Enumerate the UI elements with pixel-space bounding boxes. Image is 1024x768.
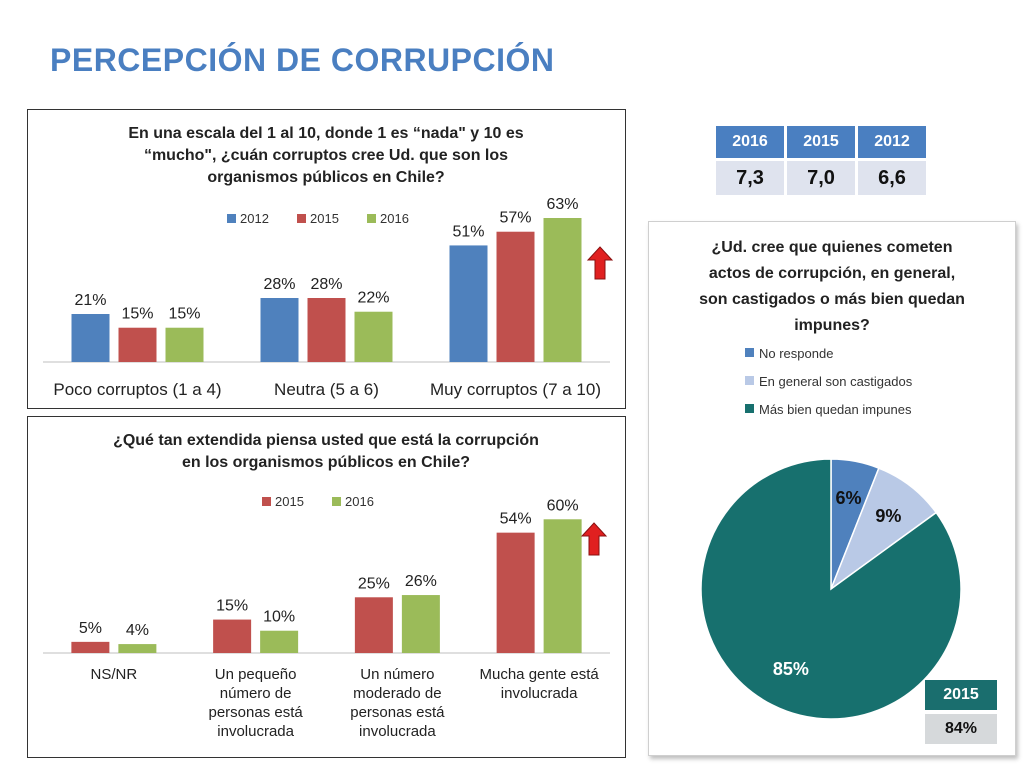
bar-chart-corruption-scale-svg: En una escala del 1 al 10, donde 1 es “n… xyxy=(43,125,614,399)
pie-data-label-0: 6% xyxy=(836,488,862,508)
chart2-up-arrow-icon xyxy=(580,522,608,556)
pie-title-line: ¿Ud. cree que quienes cometen xyxy=(712,239,953,256)
chart2-data-label-2015-3: 54% xyxy=(500,511,532,528)
chart1-bar-2016-0 xyxy=(165,327,204,362)
chart1-title-line: En una escala del 1 al 10, donde 1 es “n… xyxy=(128,125,523,142)
chart1-data-label-2015-0: 15% xyxy=(121,306,153,323)
chart1-data-label-2012-2: 51% xyxy=(452,223,484,240)
score-table: 2016 2015 2012 7,3 7,0 6,6 xyxy=(713,123,929,198)
chart2-data-label-2015-1: 15% xyxy=(216,598,248,615)
score-header-2012: 2012 xyxy=(858,126,926,158)
chart2-category-label-2: involucrada xyxy=(359,723,436,740)
score-value-2016: 7,3 xyxy=(716,161,784,195)
page-title: PERCEPCIÓN DE CORRUPCIÓN xyxy=(50,42,555,78)
pie-data-label-2: 85% xyxy=(773,659,809,679)
pie-chart-impunity: ¿Ud. cree que quienes cometen actos de co… xyxy=(648,221,1016,756)
chart1-data-label-2016-2: 63% xyxy=(546,196,578,213)
chart1-legend-label-2016: 2016 xyxy=(380,211,409,226)
chart2-bar-2015-1 xyxy=(213,619,252,653)
chart2-data-label-2015-0: 5% xyxy=(79,620,102,637)
chart2-title-line: ¿Qué tan extendida piensa usted que está… xyxy=(113,432,539,449)
chart2-title-line: en los organismos públicos en Chile? xyxy=(182,454,470,471)
chart2-bar-2015-2 xyxy=(354,597,393,653)
chart1-data-label-2012-0: 21% xyxy=(74,292,106,309)
chart2-category-label-1: involucrada xyxy=(217,723,294,740)
chart1-up-arrow-icon xyxy=(586,246,614,280)
chart2-category-label-2: moderado de xyxy=(353,685,441,702)
pie-legend-label-1: En general son castigados xyxy=(759,374,913,389)
chart1-data-label-2012-1: 28% xyxy=(263,276,295,293)
chart2-data-label-2015-2: 25% xyxy=(358,575,390,592)
chart1-bar-2012-0 xyxy=(71,314,110,362)
chart2-legend-label-2015: 2015 xyxy=(275,494,304,509)
chart1-category-label-1: Neutra (5 a 6) xyxy=(274,380,379,399)
chart1-legend-swatch-2016 xyxy=(367,214,376,223)
pie-legend-swatch-2 xyxy=(745,404,754,413)
bar-chart-corruption-scale: En una escala del 1 al 10, donde 1 es “n… xyxy=(27,109,626,409)
chart1-data-label-2016-1: 22% xyxy=(357,290,389,307)
chart1-legend-swatch-2015 xyxy=(297,214,306,223)
pie-slice-2 xyxy=(700,458,962,720)
pie-legend-label-0: No responde xyxy=(759,346,833,361)
chart2-category-label-2: personas está xyxy=(350,704,445,721)
bar-chart-corruption-extent: ¿Qué tan extendida piensa usted que está… xyxy=(27,416,626,758)
score-value-2015: 7,0 xyxy=(787,161,855,195)
pie-chart-impunity-svg: ¿Ud. cree que quienes cometen actos de co… xyxy=(699,239,965,720)
chart1-legend-swatch-2012 xyxy=(227,214,236,223)
chart2-bar-2015-0 xyxy=(71,641,110,653)
chart2-category-label-3: involucrada xyxy=(501,685,578,702)
chart1-data-label-2015-1: 28% xyxy=(310,276,342,293)
pie-title-line: impunes? xyxy=(794,317,870,334)
chart2-bar-2016-1 xyxy=(260,630,299,653)
bar-chart-corruption-extent-svg: ¿Qué tan extendida piensa usted que está… xyxy=(43,432,610,740)
chart1-data-label-2016-0: 15% xyxy=(168,306,200,323)
chart2-bar-2016-2 xyxy=(401,595,440,653)
score-value-2012: 6,6 xyxy=(858,161,926,195)
chart2-data-label-2016-1: 10% xyxy=(263,609,295,626)
chart2-data-label-2016-3: 60% xyxy=(547,497,579,514)
score-header-2016: 2016 xyxy=(716,126,784,158)
chart2-bar-2016-3 xyxy=(543,519,582,653)
pie-data-label-1: 9% xyxy=(875,506,901,526)
pie-comparison-year: 2015 xyxy=(925,680,997,710)
pie-comparison-table: 2015 84% xyxy=(925,676,997,748)
chart1-category-label-2: Muy corruptos (7 a 10) xyxy=(430,380,601,399)
chart2-bar-2015-3 xyxy=(496,532,535,653)
pie-legend-swatch-0 xyxy=(745,348,754,357)
chart2-category-label-3: Mucha gente está xyxy=(480,666,600,683)
chart2-data-label-2016-2: 26% xyxy=(405,573,437,590)
pie-legend-label-2: Más bien quedan impunes xyxy=(759,402,912,417)
chart2-legend-label-2016: 2016 xyxy=(345,494,374,509)
chart1-bar-2015-2 xyxy=(496,231,535,362)
chart2-category-label-1: número de xyxy=(220,685,292,702)
chart1-bar-2015-0 xyxy=(118,327,157,362)
chart2-legend-swatch-2015 xyxy=(262,497,271,506)
pie-title-line: actos de corrupción, en general, xyxy=(709,265,955,282)
chart2-category-label-1: personas está xyxy=(209,704,304,721)
chart1-title-line: organismos públicos en Chile? xyxy=(207,169,444,186)
chart2-bar-2016-0 xyxy=(118,644,157,653)
chart2-data-label-2016-0: 4% xyxy=(126,622,149,639)
chart1-bar-2015-1 xyxy=(307,298,346,362)
chart1-bar-2012-1 xyxy=(260,298,299,362)
pie-legend-swatch-1 xyxy=(745,376,754,385)
chart1-bar-2016-1 xyxy=(354,311,393,362)
score-header-2015: 2015 xyxy=(787,126,855,158)
chart1-category-label-0: Poco corruptos (1 a 4) xyxy=(53,380,221,399)
chart1-data-label-2015-2: 57% xyxy=(499,210,531,227)
chart2-legend-swatch-2016 xyxy=(332,497,341,506)
chart1-legend-label-2012: 2012 xyxy=(240,211,269,226)
pie-comparison-value: 84% xyxy=(925,714,997,744)
chart1-title-line: “mucho", ¿cuán corruptos cree Ud. que so… xyxy=(144,147,508,164)
chart1-legend-label-2015: 2015 xyxy=(310,211,339,226)
chart2-category-label-1: Un pequeño xyxy=(215,666,297,683)
pie-title-line: son castigados o más bien quedan xyxy=(699,291,965,308)
chart1-bar-2012-2 xyxy=(449,245,488,362)
chart2-category-label-2: Un número xyxy=(360,666,434,683)
chart1-bar-2016-2 xyxy=(543,218,582,362)
chart2-category-label-0: NS/NR xyxy=(91,666,138,683)
